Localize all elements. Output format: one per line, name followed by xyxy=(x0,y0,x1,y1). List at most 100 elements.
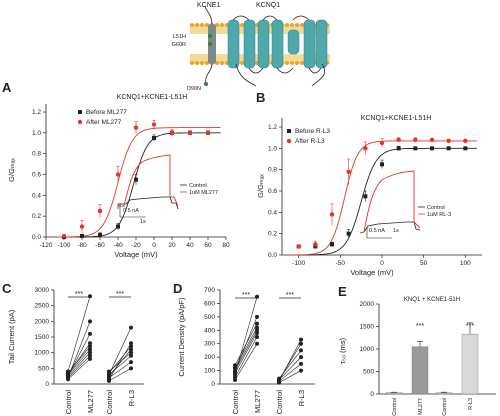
data-point-before xyxy=(152,136,156,141)
inset-legend-ml277: 1uM ML277 xyxy=(189,190,218,196)
y-tick-label: 1500 xyxy=(35,334,50,341)
pair-point-after xyxy=(88,353,92,358)
pair-line xyxy=(108,327,132,375)
category-label: R-L3 xyxy=(468,398,474,410)
data-point-after xyxy=(133,125,139,130)
y-tick-label: 0.6 xyxy=(268,188,277,195)
data-point-after xyxy=(187,130,193,136)
panel-label-b: B xyxy=(256,90,265,105)
x-tick-label: -40 xyxy=(113,242,123,249)
category-label: Control xyxy=(442,398,448,416)
kcnq1-loop xyxy=(292,15,310,21)
sig-label-c2: *** xyxy=(116,291,124,298)
inset-legend-rl3: 1uM RL-3 xyxy=(427,212,451,218)
mutation-dot xyxy=(208,34,212,38)
data-point-before xyxy=(330,242,334,247)
inset-legend-control: Control xyxy=(189,183,207,189)
kcnq1-loop xyxy=(248,67,264,74)
kcnq1-c-terminus xyxy=(311,63,326,87)
legend-after-rl3: After R-L3 xyxy=(295,138,325,145)
data-point-before xyxy=(363,194,368,199)
y-tick-label: 600 xyxy=(204,300,215,307)
kcnq1-helix xyxy=(303,19,316,69)
pair-line xyxy=(278,363,302,382)
l51h-label: L51H xyxy=(173,34,186,40)
x-tick-label: 0 xyxy=(380,260,384,267)
kcne1-n-terminus xyxy=(204,5,213,25)
inset-trace-rl3 xyxy=(359,170,421,234)
data-point-before xyxy=(134,177,138,182)
panel-label-e: E xyxy=(338,284,347,299)
legend-before-ml277: Before ML277 xyxy=(86,109,127,116)
legend-marker-before-rl3 xyxy=(287,129,291,133)
pair-point-after xyxy=(88,341,92,346)
panel-label-c: C xyxy=(2,281,12,296)
lipid-head xyxy=(295,61,299,65)
data-point-after xyxy=(413,137,418,142)
y-tick-label: 700 xyxy=(204,287,215,294)
kcnq1-helix xyxy=(257,19,270,69)
pair-line xyxy=(108,361,132,378)
y-tick-label: 2000 xyxy=(35,318,50,325)
data-point-after xyxy=(296,244,301,249)
lipid-head xyxy=(215,61,219,65)
lipid-head xyxy=(290,23,294,27)
data-point-after xyxy=(329,212,335,217)
panel-a-ylabel: G/Gₘₐₓ xyxy=(7,158,16,182)
pair-point-after xyxy=(129,360,133,365)
kcnq1-loop xyxy=(276,67,294,74)
y-tick-label: 2500 xyxy=(35,303,50,310)
lipid-head xyxy=(240,61,244,65)
kcnq1-helix xyxy=(243,19,256,69)
lipid-head xyxy=(285,23,289,27)
pair-line xyxy=(67,358,91,380)
y-tick-label: 1.2 xyxy=(268,124,277,131)
sig-label-e2: *** xyxy=(466,323,474,330)
category-label: Control xyxy=(105,390,114,415)
category-label: Control xyxy=(231,390,240,415)
pair-point-after xyxy=(299,337,303,342)
y-tick-label: 0.4 xyxy=(268,209,277,216)
panel-d-chart: Current Density (pA/pF) 0 100 200 300 400 500… xyxy=(177,287,315,414)
x-tick-label: -80 xyxy=(77,242,87,249)
pair-line xyxy=(67,352,91,377)
legend-after-ml277: After ML277 xyxy=(86,119,122,126)
panel-b-ylabel: G/Gₘₐₓ xyxy=(256,174,265,198)
category-label: Control xyxy=(275,390,284,415)
pair-point-before xyxy=(233,372,237,377)
lipid-head xyxy=(290,61,294,65)
panel-label-d: D xyxy=(173,281,182,296)
panel-a-inset-traces: 0.5 nA 1s Control 1uM ML277 xyxy=(117,154,218,225)
kcnq1-helix xyxy=(315,19,328,69)
pair-point-before xyxy=(107,377,111,382)
lipid-head xyxy=(220,61,224,65)
pair-point-after xyxy=(129,341,133,346)
mutation-dot-2 xyxy=(208,42,212,46)
pair-point-after xyxy=(129,366,133,371)
kcnq1-helices xyxy=(227,15,328,74)
kcnq1-helix xyxy=(227,19,240,69)
kcne1-c-terminus xyxy=(205,63,213,85)
data-point-after xyxy=(115,172,121,177)
inset-trace-ml277 xyxy=(117,154,179,209)
y-tick-label: 0 xyxy=(370,391,374,398)
inset-legend-control-b: Control xyxy=(427,205,445,211)
category-label: Control xyxy=(392,398,398,416)
legend-before-rl3: Before R-L3 xyxy=(295,128,330,135)
y-tick-label: 1000 xyxy=(35,350,50,357)
y-tick-label: 1000 xyxy=(360,346,375,353)
pair-point-after xyxy=(255,335,259,339)
topology-diagram: KCNE1 KCNQ1 L51H G60R D90N xyxy=(172,2,330,92)
kcnq1-helix xyxy=(287,29,300,55)
pair-point-after xyxy=(255,325,259,330)
pair-point-after xyxy=(129,347,133,352)
pair-point-after xyxy=(299,361,303,366)
data-point-before xyxy=(446,146,451,151)
data-point-after xyxy=(151,122,157,127)
category-label: ML277 xyxy=(418,398,424,415)
y-tick-label: 0.0 xyxy=(268,252,277,259)
pair-line xyxy=(278,370,302,383)
data-point-before xyxy=(346,231,351,236)
sig-label-d2: *** xyxy=(286,292,294,299)
